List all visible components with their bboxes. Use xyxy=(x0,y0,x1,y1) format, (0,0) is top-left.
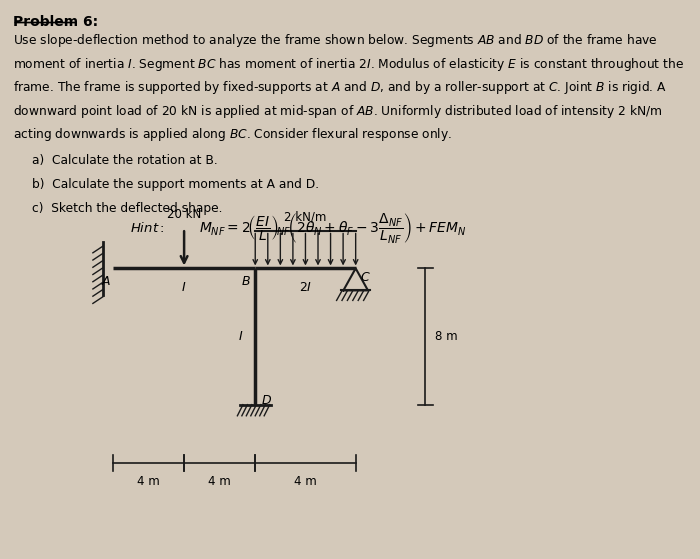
Text: 8 m: 8 m xyxy=(435,330,458,343)
Text: 4 m: 4 m xyxy=(294,475,317,489)
Text: $\mathit{Hint:}$: $\mathit{Hint:}$ xyxy=(130,221,164,235)
Text: $I$: $I$ xyxy=(181,281,187,293)
Text: $B$: $B$ xyxy=(241,275,251,288)
Text: $C$: $C$ xyxy=(360,271,371,284)
Text: $I$: $I$ xyxy=(237,330,243,343)
Text: $M_{NF} = 2\!\left(\dfrac{EI}{L}\right)_{\!NF}\!\left(2\theta_N + \theta_F - 3\d: $M_{NF} = 2\!\left(\dfrac{EI}{L}\right)_… xyxy=(199,211,467,245)
Text: b)  Calculate the support moments at A and D.: b) Calculate the support moments at A an… xyxy=(32,178,319,191)
Text: 4 m: 4 m xyxy=(209,475,231,489)
Text: 2 kN/m: 2 kN/m xyxy=(284,211,327,224)
Text: c)  Sketch the deflected shape.: c) Sketch the deflected shape. xyxy=(32,202,223,215)
Text: 4 m: 4 m xyxy=(137,475,160,489)
Text: 20 kN: 20 kN xyxy=(167,208,201,221)
Text: $A$: $A$ xyxy=(102,275,112,288)
Text: a)  Calculate the rotation at B.: a) Calculate the rotation at B. xyxy=(32,154,218,167)
Text: $D$: $D$ xyxy=(261,394,272,407)
Text: $2I$: $2I$ xyxy=(299,281,312,293)
Text: Problem 6:: Problem 6: xyxy=(13,15,98,29)
Text: Use slope-deflection method to analyze the frame shown below. Segments $AB$ and : Use slope-deflection method to analyze t… xyxy=(13,32,683,143)
